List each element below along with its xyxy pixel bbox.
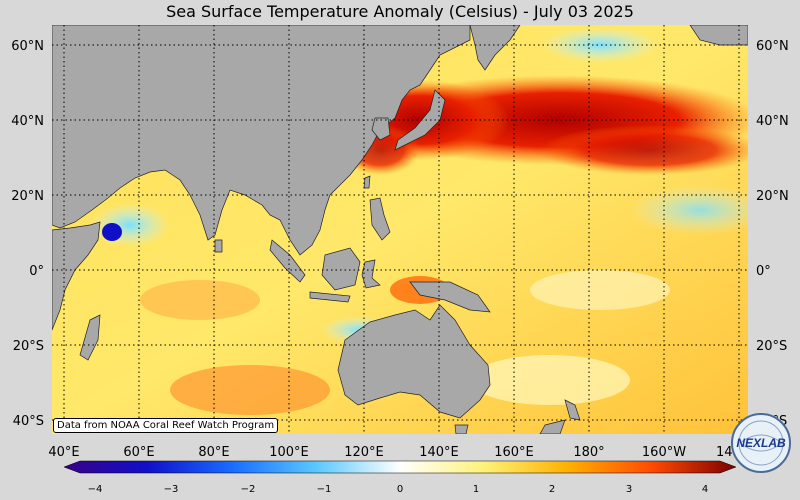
map-area bbox=[52, 25, 748, 434]
korea bbox=[371, 117, 391, 141]
alaska bbox=[689, 25, 748, 46]
logo-text: NEXLAB bbox=[736, 436, 786, 450]
sri-lanka bbox=[214, 239, 223, 253]
lat-label: 20°N bbox=[11, 189, 44, 204]
lat-label: 40°N bbox=[756, 114, 789, 129]
lon-label: 160°E bbox=[494, 445, 534, 460]
madagascar bbox=[79, 314, 101, 361]
land bbox=[52, 25, 748, 434]
data-credit: Data from NOAA Coral Reef Watch Program bbox=[53, 418, 279, 433]
arabian-sea-cold-anomaly bbox=[102, 223, 122, 241]
lat-label: 0° bbox=[756, 264, 771, 279]
graticule bbox=[52, 25, 748, 434]
colorbar-tick: 0 bbox=[397, 484, 403, 495]
colorbar-tick: 2 bbox=[549, 484, 555, 495]
colorbar: −4 −3 −2 −1 0 1 2 3 4 bbox=[63, 460, 737, 495]
lon-label: 60°E bbox=[123, 445, 154, 460]
lat-label: 60°N bbox=[11, 39, 44, 54]
japan bbox=[394, 89, 446, 151]
lon-label: 40°E bbox=[48, 445, 79, 460]
nexlab-logo: NEXLAB bbox=[731, 413, 791, 473]
lat-label: 60°N bbox=[756, 39, 789, 54]
colorbar-tick: 1 bbox=[473, 484, 479, 495]
colorbar-tick: −3 bbox=[164, 484, 179, 495]
java bbox=[309, 291, 351, 303]
colorbar-tick: −4 bbox=[88, 484, 103, 495]
taiwan bbox=[363, 175, 371, 189]
lat-labels-left: 60°N 40°N 20°N 0° 20°S 40°S bbox=[11, 39, 44, 429]
sumatra bbox=[269, 239, 306, 283]
colorbar-tick: 3 bbox=[626, 484, 632, 495]
lat-label: 0° bbox=[29, 264, 44, 279]
north-cool-anomaly bbox=[540, 27, 660, 63]
australia bbox=[337, 304, 491, 419]
lon-label: 140°E bbox=[419, 445, 459, 460]
colorbar-tick: 4 bbox=[702, 484, 708, 495]
colorbar-tick: −1 bbox=[317, 484, 332, 495]
lat-label: 40°S bbox=[13, 414, 44, 429]
new-zealand-south bbox=[539, 419, 566, 434]
lon-label: 180° bbox=[573, 445, 604, 460]
lon-label: 160°W bbox=[642, 445, 686, 460]
lat-label: 40°N bbox=[11, 114, 44, 129]
borneo bbox=[321, 247, 361, 291]
map-title: Sea Surface Temperature Anomaly (Celsius… bbox=[166, 2, 634, 21]
lon-labels: 40°E 60°E 80°E 100°E 120°E 140°E 160°E 1… bbox=[48, 445, 760, 460]
sulawesi bbox=[361, 259, 381, 289]
lat-label: 20°S bbox=[13, 339, 44, 354]
new-guinea bbox=[409, 281, 491, 313]
lon-label: 100°E bbox=[269, 445, 309, 460]
africa-landmass bbox=[52, 221, 101, 331]
philippines bbox=[369, 197, 391, 241]
asia-landmass bbox=[52, 25, 471, 256]
kamchatka bbox=[469, 25, 521, 71]
colorbar-gradient bbox=[63, 460, 737, 474]
lat-labels-right: 60°N 40°N 20°N 0° 20°S 40°S bbox=[756, 39, 789, 429]
colorbar-tick: −2 bbox=[241, 484, 256, 495]
lat-label: 20°N bbox=[756, 189, 789, 204]
lat-label: 20°S bbox=[756, 339, 787, 354]
lon-label: 120°E bbox=[344, 445, 384, 460]
lon-label: 80°E bbox=[198, 445, 229, 460]
tasmania bbox=[454, 424, 469, 434]
